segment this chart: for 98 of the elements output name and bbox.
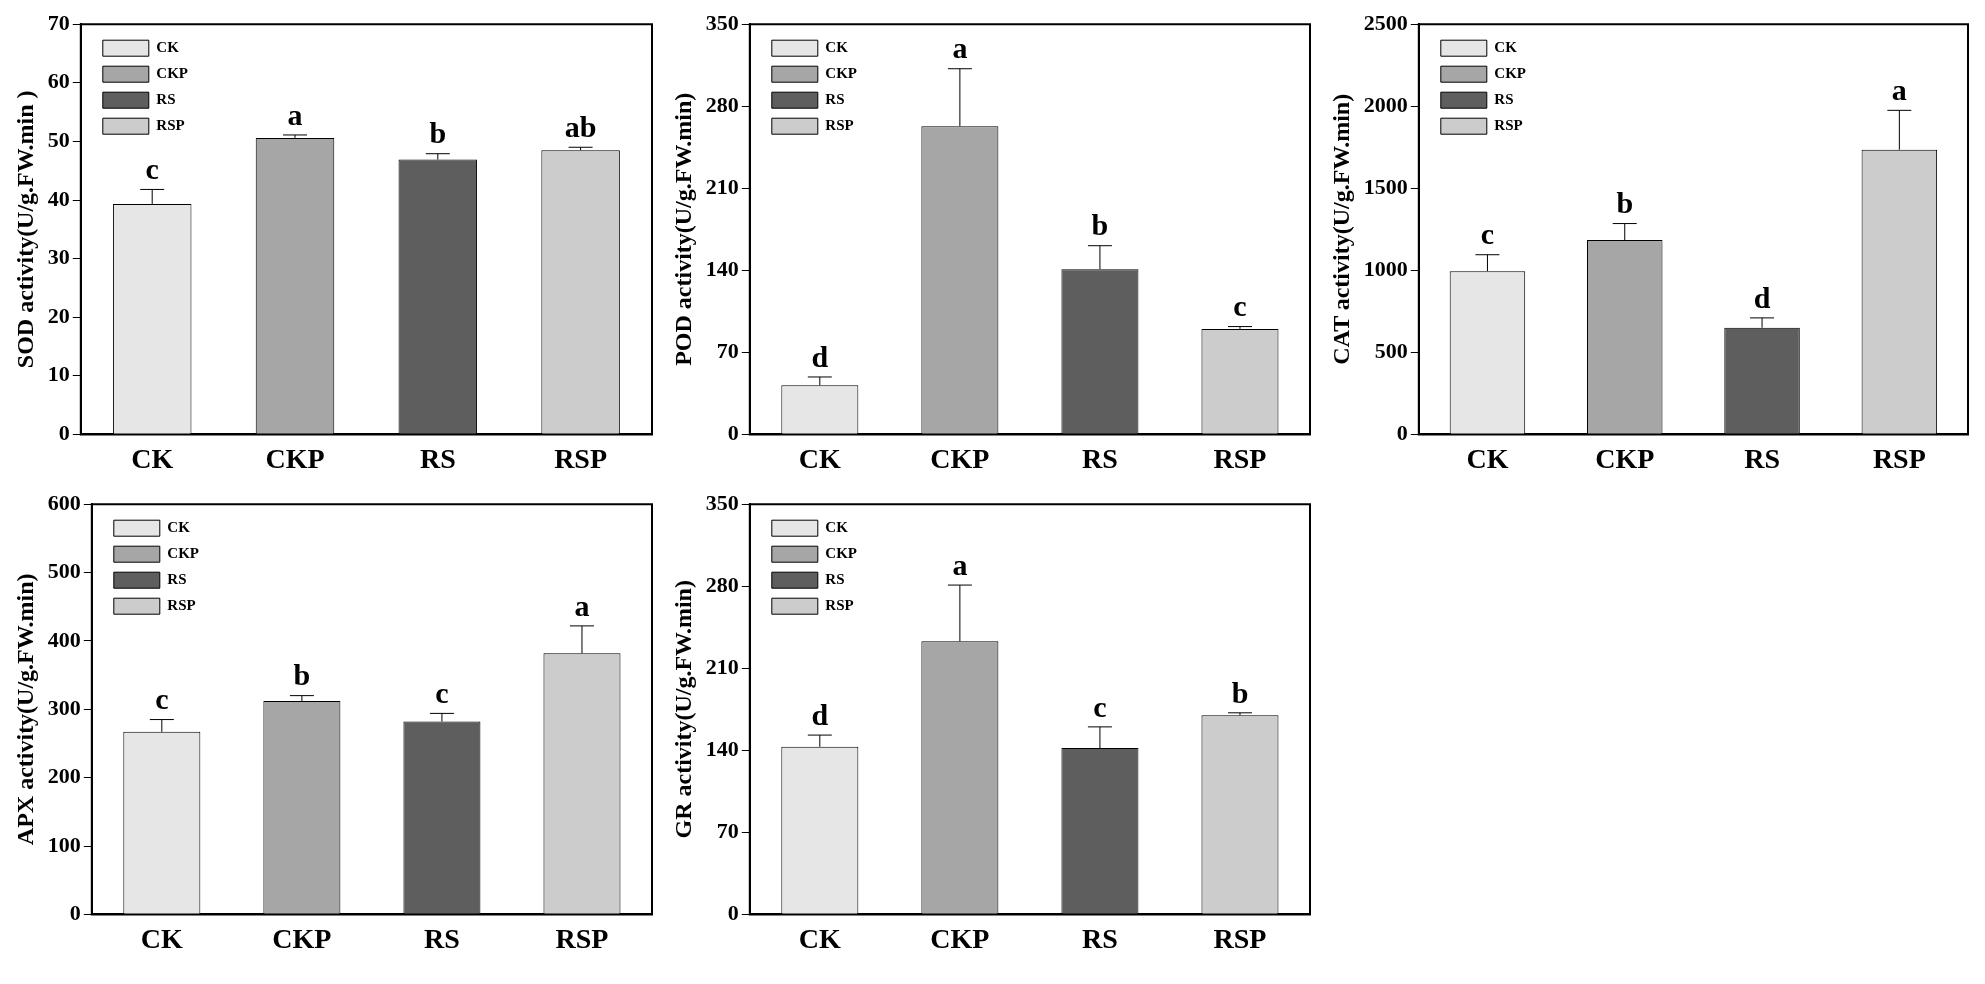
legend-label: CK [825,39,849,56]
y-axis-title: POD activity(U/g.FW.min) [669,92,696,366]
annotation: b [1091,208,1109,242]
y-tick-label: 40 [47,185,70,211]
y-tick-label: 2500 [1363,9,1408,35]
y-tick-label: 200 [47,763,81,789]
y-tick-label: 0 [1396,420,1408,446]
x-tick-label: CKP [930,923,990,955]
y-tick-label: 210 [705,173,739,199]
y-tick-label: 350 [705,489,739,515]
x-tick-label: CKP [272,923,332,955]
x-tick-label: CK [1466,443,1509,475]
y-tick-label: 500 [47,558,81,584]
y-tick-label: 10 [47,361,70,387]
y-tick-label: 280 [705,91,739,117]
x-tick-label: CK [798,923,842,955]
annotation: c [155,682,169,716]
y-tick-label: 20 [47,302,70,328]
legend-label: CK [825,519,849,536]
x-tick-label: RSP [555,923,609,955]
y-tick-label: 0 [727,420,739,446]
annotation: d [811,339,829,373]
x-tick-label: CKP [930,443,990,475]
legend-label: CKP [156,65,188,82]
legend-label: RS [156,91,176,108]
x-tick-label: RS [1082,923,1118,955]
y-tick-label: 400 [47,626,81,652]
x-tick-label: RSP [1872,443,1926,475]
y-tick-label: 70 [716,818,739,844]
annotation: a [952,31,968,65]
y-tick-label: 0 [58,420,70,446]
x-tick-label: RSP [1213,923,1267,955]
x-tick-label: CKP [265,443,325,475]
legend-label: CK [167,519,191,536]
legend-label: CKP [825,65,857,82]
y-axis-title: APX activity(U/g.FW.min) [11,573,38,846]
legend-label: RSP [156,117,185,134]
y-tick-label: 600 [47,489,81,515]
y-tick-label: 500 [1374,338,1408,364]
y-tick-label: 350 [705,9,739,35]
x-tick-label: CK [140,923,184,955]
y-tick-label: 0 [727,900,739,926]
y-axis-title: GR activity(U/g.FW.min) [669,580,696,839]
legend-label: RS [825,571,845,588]
legend-label: RSP [1494,117,1523,134]
x-tick-label: RS [1744,443,1780,475]
annotation: b [429,116,447,150]
y-tick-label: 140 [705,736,739,762]
annotation: c [1093,689,1107,723]
y-tick-label: 60 [47,68,70,94]
x-tick-label: RS [424,923,460,955]
x-tick-label: RSP [554,443,608,475]
y-tick-label: 210 [705,653,739,679]
x-tick-label: CKP [1595,443,1655,475]
y-axis-title: CAT activity(U/g.FW.min) [1327,93,1354,365]
legend-label: RS [167,571,187,588]
annotation: c [1233,289,1247,323]
x-tick-label: CK [131,443,174,475]
y-tick-label: 0 [69,900,81,926]
y-tick-label: 70 [716,338,739,364]
annotation: d [1753,280,1771,314]
y-tick-label: 1500 [1363,173,1408,199]
legend-label: CK [156,39,180,56]
annotation: c [145,152,159,186]
legend-label: RSP [825,117,854,134]
y-tick-label: 70 [47,9,70,35]
y-tick-label: 140 [705,256,739,282]
x-tick-label: RSP [1213,443,1267,475]
legend-label: CKP [825,545,857,562]
annotation: b [1231,675,1249,709]
y-tick-label: 30 [47,244,70,270]
legend-label: CK [1494,39,1518,56]
annotation: a [287,97,303,131]
y-tick-label: 300 [47,694,81,720]
y-tick-label: 1000 [1363,256,1408,282]
y-tick-label: 280 [705,571,739,597]
y-axis-title: SOD activity(U/g.FW.min ) [11,90,38,369]
annotation: b [1616,186,1634,220]
annotation: a [1891,73,1907,107]
y-tick-label: 2000 [1363,91,1408,117]
annotation: b [293,658,311,692]
legend-label: RSP [167,597,196,614]
annotation: ab [564,110,597,144]
annotation: c [435,676,449,710]
x-tick-label: RS [419,443,456,475]
x-tick-label: CK [798,443,842,475]
annotation: a [952,547,968,581]
legend-label: RS [1494,91,1514,108]
x-tick-label: RS [1082,443,1118,475]
annotation: a [574,588,590,622]
legend-label: CKP [167,545,199,562]
annotation: d [811,697,829,731]
annotation: c [1480,217,1495,251]
y-tick-label: 50 [47,127,70,153]
y-tick-label: 100 [47,831,81,857]
legend-label: RSP [825,597,854,614]
legend-label: RS [825,91,845,108]
legend-label: CKP [1494,65,1526,82]
